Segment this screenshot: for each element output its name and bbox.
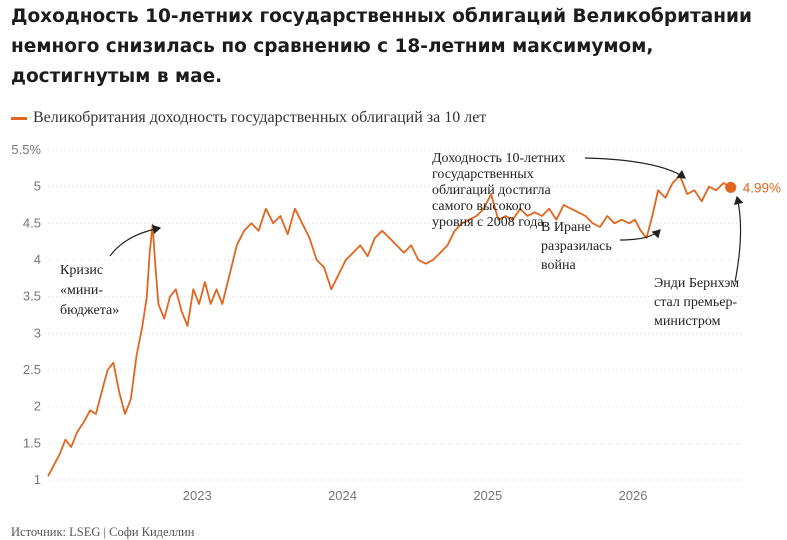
y-tick-label: 2 (34, 399, 41, 414)
y-tick-label: 5.5% (11, 142, 41, 157)
y-axis-ticks: 5.5% 5 4.5 4 3.5 3 2.5 2 1.5 1 (11, 142, 41, 487)
end-value-label: 4.99% (743, 180, 781, 195)
y-tick-label: 3.5 (23, 289, 41, 304)
annotation-peak-line: облигаций достигла (432, 183, 551, 198)
annotations: Кризис «мини-бюджета» Доходность 10-летних… (60, 151, 744, 329)
x-tick-label: 2025 (473, 488, 502, 503)
source-note: Источник: LSEG | Софи Киделлин (11, 525, 195, 539)
x-axis-ticks: 2023 2024 2025 2026 (183, 488, 648, 503)
y-tick-label: 1 (34, 472, 41, 487)
series-layer: 4.99% (47, 174, 781, 477)
annotation-mini-line: Кризис (60, 263, 103, 278)
x-tick-label: 2023 (183, 488, 212, 503)
annotation-arrow (619, 229, 661, 241)
annotation-arrow (584, 157, 686, 179)
annotation-pm-line: Энди Бернхэм (654, 276, 739, 291)
annotation-mini-line: «мини- (60, 283, 103, 298)
legend: Великобритания доходность государственны… (11, 108, 486, 128)
line-chart: 5.5% 5 4.5 4 3.5 3 2.5 2 1.5 1 2023 2024 2025 2026 4… (11, 142, 781, 503)
annotation-arrow (734, 195, 744, 283)
legend-swatch (11, 116, 27, 120)
annotation-iran-line: разразилась (541, 239, 612, 254)
x-tick-label: 2026 (619, 488, 648, 503)
y-tick-label: 2.5 (23, 362, 41, 377)
annotation-arrow (109, 224, 162, 257)
y-tick-label: 1.5 (23, 435, 41, 450)
y-tick-label: 4.5 (23, 215, 41, 230)
series-line (47, 174, 732, 477)
chart-title: Доходность 10-летних государственных обл… (11, 6, 752, 87)
y-tick-label: 3 (34, 325, 41, 340)
annotation-iran-line: война (541, 258, 576, 273)
annotation-pm-line: министром (654, 314, 721, 329)
legend-label: Великобритания доходность государственны… (33, 109, 487, 126)
x-tick-label: 2024 (328, 488, 357, 503)
y-tick-label: 5 (34, 179, 41, 194)
annotation-pm-line: стал премьер- (654, 295, 737, 310)
annotation-peak-line: государственных (432, 167, 534, 182)
end-point (725, 181, 737, 193)
annotation-peak-line: Доходность 10-летних (432, 151, 565, 166)
annotation-mini-line: бюджета» (60, 303, 119, 318)
annotation-peak-line: самого высокого (432, 199, 531, 214)
gridlines (48, 149, 743, 481)
annotation-iran-line: В Иране (541, 220, 591, 235)
annotation-peak-line: уровня с 2008 года. (432, 215, 547, 230)
y-tick-label: 4 (34, 252, 41, 267)
